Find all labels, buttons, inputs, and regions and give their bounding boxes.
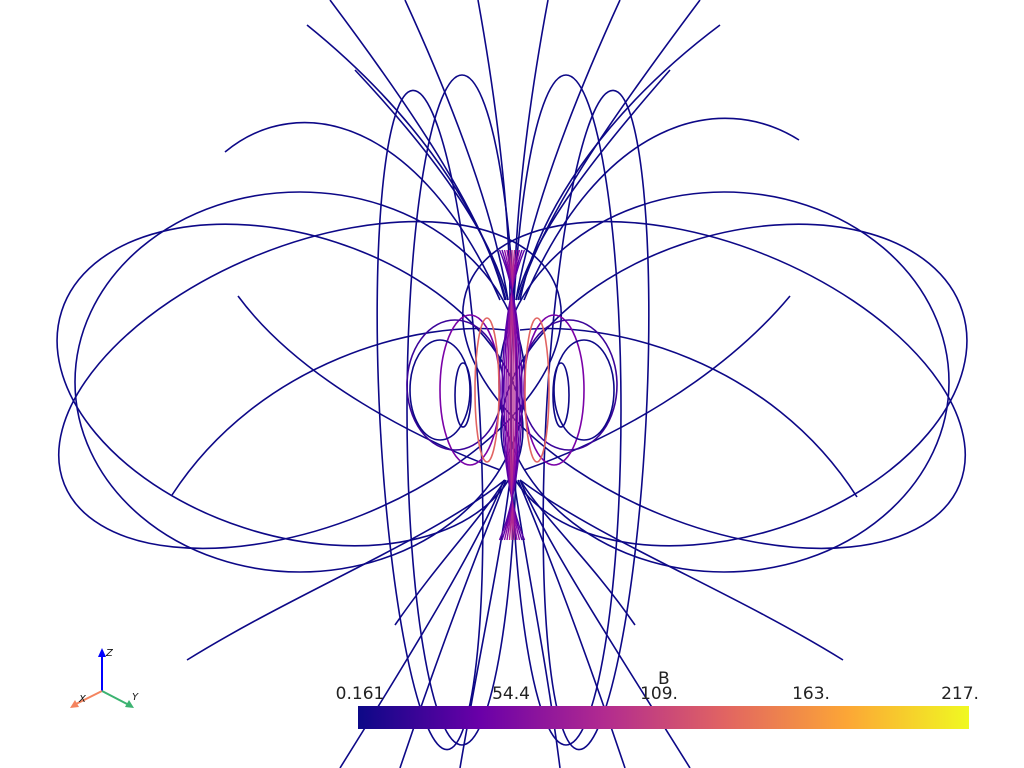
field-line — [474, 317, 500, 463]
y-axis-label: Y — [132, 692, 139, 703]
field-line — [224, 121, 501, 301]
field-line — [519, 479, 636, 626]
scalar-bar-title: B — [658, 669, 670, 689]
field-line — [409, 339, 471, 441]
field-line — [520, 319, 618, 451]
field-line — [523, 295, 791, 471]
scalar-bar — [358, 706, 969, 729]
field-line — [552, 362, 570, 428]
field-line — [454, 362, 472, 428]
y-axis-arrow — [101, 690, 130, 706]
field-line — [498, 191, 950, 573]
field-line — [515, 69, 671, 301]
field-line — [171, 327, 506, 496]
field-line — [237, 295, 501, 471]
field-line — [461, 220, 967, 550]
field-line — [186, 479, 506, 661]
field-line — [439, 314, 501, 466]
x-axis-label: X — [78, 694, 87, 705]
scalar-bar-tick-label: 54.4 — [492, 684, 530, 704]
scalar-bar-tick-label: 0.161 — [335, 684, 385, 704]
field-line — [354, 69, 509, 301]
z-axis-arrowhead — [98, 648, 106, 657]
field-line — [404, 0, 509, 301]
field-line — [306, 24, 506, 301]
field-line — [74, 191, 526, 573]
x-axis-arrow — [73, 690, 103, 706]
field-line — [553, 339, 615, 441]
field-line — [523, 314, 585, 466]
field-line — [515, 0, 621, 301]
field-line — [329, 0, 507, 301]
z-axis-label: Z — [105, 648, 114, 659]
field-line — [510, 74, 622, 746]
field-line — [523, 117, 800, 301]
field-line — [519, 479, 844, 661]
field-line — [406, 319, 504, 451]
field-line — [524, 317, 550, 463]
orientation-axes-widget: Z X Y — [70, 648, 139, 708]
field-line — [394, 479, 506, 626]
field-line — [57, 220, 563, 550]
field-line — [376, 89, 484, 751]
field-line — [519, 24, 721, 301]
field-line — [519, 327, 858, 498]
field-line — [542, 89, 650, 751]
field-line — [498, 249, 523, 541]
field-line — [517, 0, 701, 301]
field-line — [406, 74, 518, 746]
x-axis-arrowhead — [70, 700, 79, 708]
scalar-bar-tick-label: 217. — [941, 684, 979, 704]
y-axis-arrowhead — [125, 700, 134, 708]
scalar-bar-tick-label: 109. — [640, 684, 678, 704]
scalar-bar-tick-label: 163. — [792, 684, 830, 704]
